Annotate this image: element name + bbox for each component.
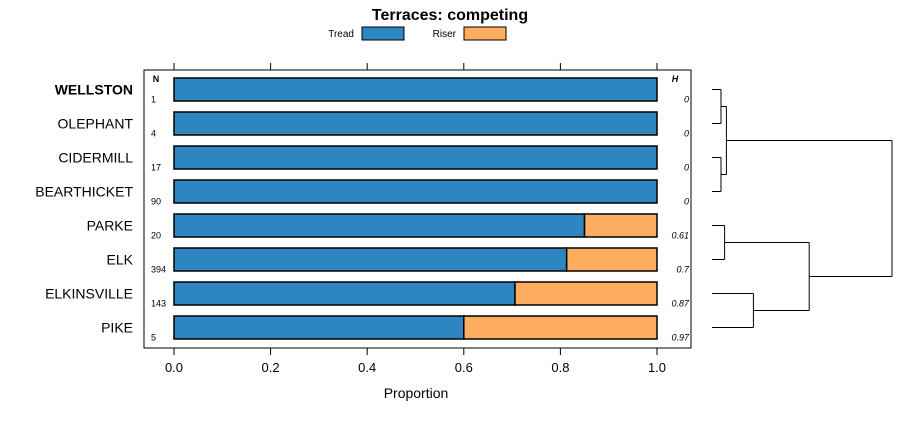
x-tick-label: 0.0: [165, 360, 183, 375]
row-n-value: 4: [151, 129, 156, 139]
bar-row: PARKE 20 0.61: [87, 213, 689, 241]
row-h-value: 0.7: [676, 265, 690, 275]
x-axis: 0.0 0.2 0.4 0.6 0.8 1.0: [165, 63, 666, 375]
row-label: WELLSTON: [55, 82, 133, 98]
legend-swatch-riser: [463, 26, 507, 41]
bar-tread: [173, 213, 586, 238]
bar-tread: [173, 315, 465, 340]
row-label: ELK: [107, 252, 134, 268]
row-h-value: 0: [684, 95, 689, 105]
row-h-value: 0: [684, 197, 689, 207]
row-h-value: 0.97: [671, 333, 690, 343]
bar-riser: [565, 247, 658, 272]
x-tick-label: 0.6: [455, 360, 473, 375]
row-h-value: 0.61: [671, 231, 689, 241]
x-tick-label: 1.0: [648, 360, 666, 375]
bar-row: ELK 394 0.7: [107, 247, 690, 275]
x-axis-label: Proportion: [384, 385, 449, 401]
row-label: PARKE: [87, 218, 133, 234]
row-n-value: 143: [151, 299, 166, 309]
legend-label-riser: Riser: [433, 29, 457, 40]
legend: Tread Riser: [328, 26, 507, 41]
bar-tread: [173, 247, 568, 272]
bar-riser: [514, 281, 658, 306]
bar-row: BEARTHICKET 90 0: [35, 179, 689, 207]
legend-swatch-tread: [361, 26, 405, 41]
row-label: CIDERMILL: [58, 150, 133, 166]
x-tick-label: 0.8: [551, 360, 569, 375]
row-h-value: 0: [684, 163, 689, 173]
legend-label-tread: Tread: [328, 29, 354, 40]
x-tick-label: 0.2: [262, 360, 280, 375]
row-n-value: 5: [151, 333, 156, 343]
bar-tread: [173, 179, 658, 204]
bar-row: PIKE 5 0.97: [101, 315, 690, 343]
h-column-header: H: [672, 74, 679, 84]
bar-riser: [583, 213, 658, 238]
row-label: BEARTHICKET: [35, 184, 133, 200]
bar-row: ELKINSVILLE 143 0.87: [45, 281, 690, 309]
bar-tread: [173, 77, 658, 102]
bar-row: OLEPHANT 4 0: [58, 111, 689, 139]
x-tick-label: 0.4: [358, 360, 376, 375]
bar-riser: [463, 315, 658, 340]
dendrogram: [712, 89, 893, 328]
row-label: PIKE: [101, 320, 133, 336]
row-label: ELKINSVILLE: [45, 286, 133, 302]
row-n-value: 90: [151, 197, 161, 207]
row-n-value: 17: [151, 163, 161, 173]
n-column-header: N: [153, 74, 160, 84]
row-h-value: 0.87: [671, 299, 690, 309]
row-n-value: 1: [151, 95, 156, 105]
plot-frame: [143, 69, 692, 349]
bar-tread: [173, 111, 658, 136]
row-label: OLEPHANT: [58, 116, 134, 132]
bar-tread: [173, 145, 658, 170]
row-h-value: 0: [684, 129, 689, 139]
bar-row: WELLSTON 1 0: [55, 77, 689, 105]
row-n-value: 394: [151, 265, 166, 275]
bar-row: CIDERMILL 17 0: [58, 145, 689, 173]
bar-tread: [173, 281, 516, 306]
chart-title: Terraces: competing: [372, 7, 528, 24]
row-n-value: 20: [151, 231, 161, 241]
